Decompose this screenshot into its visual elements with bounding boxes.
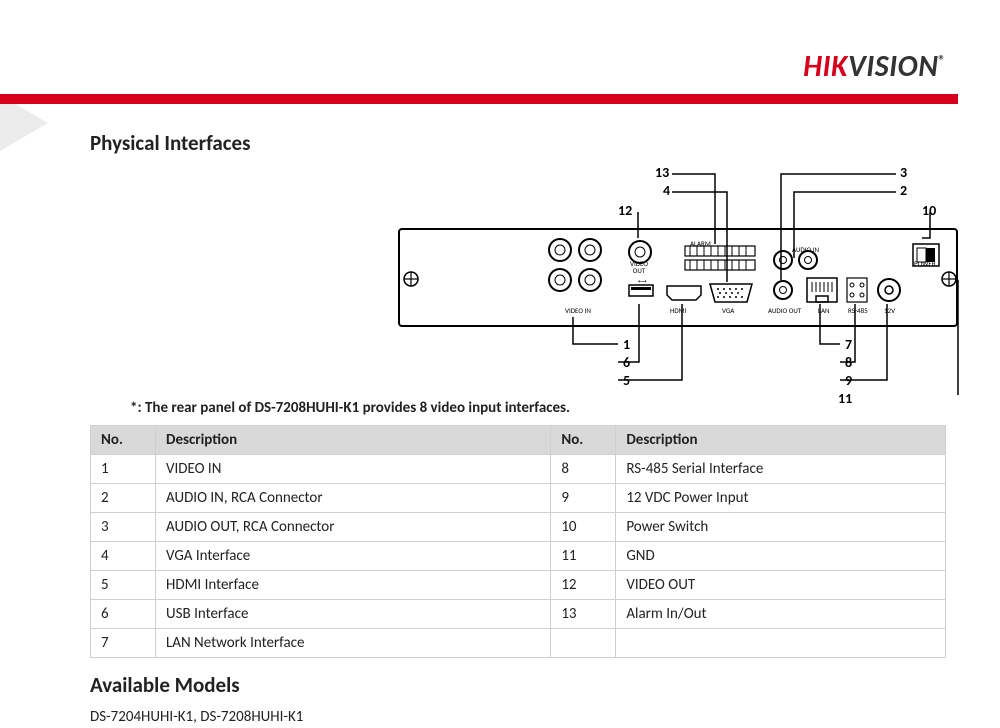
- table-cell: VIDEO OUT: [616, 571, 946, 600]
- table-cell: AUDIO IN, RCA Connector: [156, 484, 551, 513]
- table-cell: 10: [551, 513, 616, 542]
- callout-number: 1: [623, 336, 630, 353]
- port-label: POWER: [914, 260, 936, 267]
- table-cell: 13: [551, 600, 616, 629]
- callout-number: 8: [845, 354, 852, 371]
- callout-number: 10: [922, 202, 936, 219]
- table-cell: USB Interface: [156, 600, 551, 629]
- callout-number: 6: [623, 354, 630, 371]
- port-label: RS-485: [848, 307, 868, 314]
- table-cell: 6: [91, 600, 156, 629]
- diagram-footnote: *: The rear panel of DS-7208HUHI-K1 prov…: [130, 399, 946, 417]
- table-body: 1VIDEO IN8RS-485 Serial Interface2AUDIO …: [91, 455, 946, 658]
- table-cell: 12 VDC Power Input: [616, 484, 946, 513]
- logo-part1: HIK: [803, 48, 848, 85]
- table-cell: LAN Network Interface: [156, 629, 551, 658]
- port-label: ALARM: [690, 240, 711, 247]
- table-row: 5HDMI Interface12VIDEO OUT: [91, 571, 946, 600]
- table-row: 1VIDEO IN8RS-485 Serial Interface: [91, 455, 946, 484]
- port-label: LAN: [818, 307, 830, 314]
- th-no-1: No.: [91, 426, 156, 455]
- table-cell: 11: [551, 542, 616, 571]
- table-cell: 3: [91, 513, 156, 542]
- interfaces-table: No. Description No. Description 1VIDEO I…: [90, 425, 946, 658]
- port-label: VGA: [722, 307, 734, 314]
- table-cell: GND: [616, 542, 946, 571]
- table-cell: 12: [551, 571, 616, 600]
- port-label: VIDEO IN: [565, 307, 591, 314]
- port-label: VIDEO OUT: [630, 260, 648, 274]
- callout-number: 2: [900, 182, 907, 199]
- th-no-2: No.: [551, 426, 616, 455]
- callout-number: 7: [845, 336, 852, 353]
- table-row: 7LAN Network Interface: [91, 629, 946, 658]
- table-cell: HDMI Interface: [156, 571, 551, 600]
- table-header-row: No. Description No. Description: [91, 426, 946, 455]
- brand-logo: HIKVISION®: [803, 48, 946, 85]
- port-label: AUDIO IN: [792, 246, 819, 253]
- callout-number: 13: [655, 164, 669, 181]
- table-cell: Power Switch: [616, 513, 946, 542]
- table-cell: 9: [551, 484, 616, 513]
- header-accent-bar: [0, 94, 1000, 104]
- callout-number: 12: [618, 202, 632, 219]
- table-cell: RS-485 Serial Interface: [616, 455, 946, 484]
- table-cell: 8: [551, 455, 616, 484]
- table-cell: VGA Interface: [156, 542, 551, 571]
- callout-number: 4: [663, 182, 670, 199]
- rear-panel-diagram: ⟷: [360, 160, 1000, 395]
- models-list: DS-7204HUHI-K1, DS-7208HUHI-K1: [90, 708, 946, 726]
- table-row: 3AUDIO OUT, RCA Connector10Power Switch: [91, 513, 946, 542]
- table-cell: 5: [91, 571, 156, 600]
- table-row: 6USB Interface13Alarm In/Out: [91, 600, 946, 629]
- callout-number: 9: [845, 372, 852, 389]
- port-label: HDMI: [670, 307, 686, 314]
- logo-reg: ®: [938, 52, 946, 69]
- callout-number: 3: [900, 164, 907, 181]
- port-label: 12V: [884, 307, 895, 314]
- th-desc-2: Description: [616, 426, 946, 455]
- callout-number: 11: [838, 390, 852, 407]
- table-cell: 2: [91, 484, 156, 513]
- table-cell: AUDIO OUT, RCA Connector: [156, 513, 551, 542]
- section-title-interfaces: Physical Interfaces: [90, 130, 946, 156]
- th-desc-1: Description: [156, 426, 551, 455]
- table-row: 4VGA Interface11GND: [91, 542, 946, 571]
- table-row: 2AUDIO IN, RCA Connector912 VDC Power In…: [91, 484, 946, 513]
- port-label: AUDIO OUT: [768, 307, 801, 314]
- table-cell: Alarm In/Out: [616, 600, 946, 629]
- table-cell: 4: [91, 542, 156, 571]
- table-cell: 1: [91, 455, 156, 484]
- table-cell: 7: [91, 629, 156, 658]
- logo-part2: VISION: [848, 48, 938, 85]
- svg-text:⟷: ⟷: [638, 277, 647, 285]
- table-cell: VIDEO IN: [156, 455, 551, 484]
- main-content: Physical Interfaces: [90, 130, 946, 726]
- section-title-models: Available Models: [90, 672, 946, 698]
- table-cell: [551, 629, 616, 658]
- table-cell: [616, 629, 946, 658]
- callout-number: 5: [623, 372, 630, 389]
